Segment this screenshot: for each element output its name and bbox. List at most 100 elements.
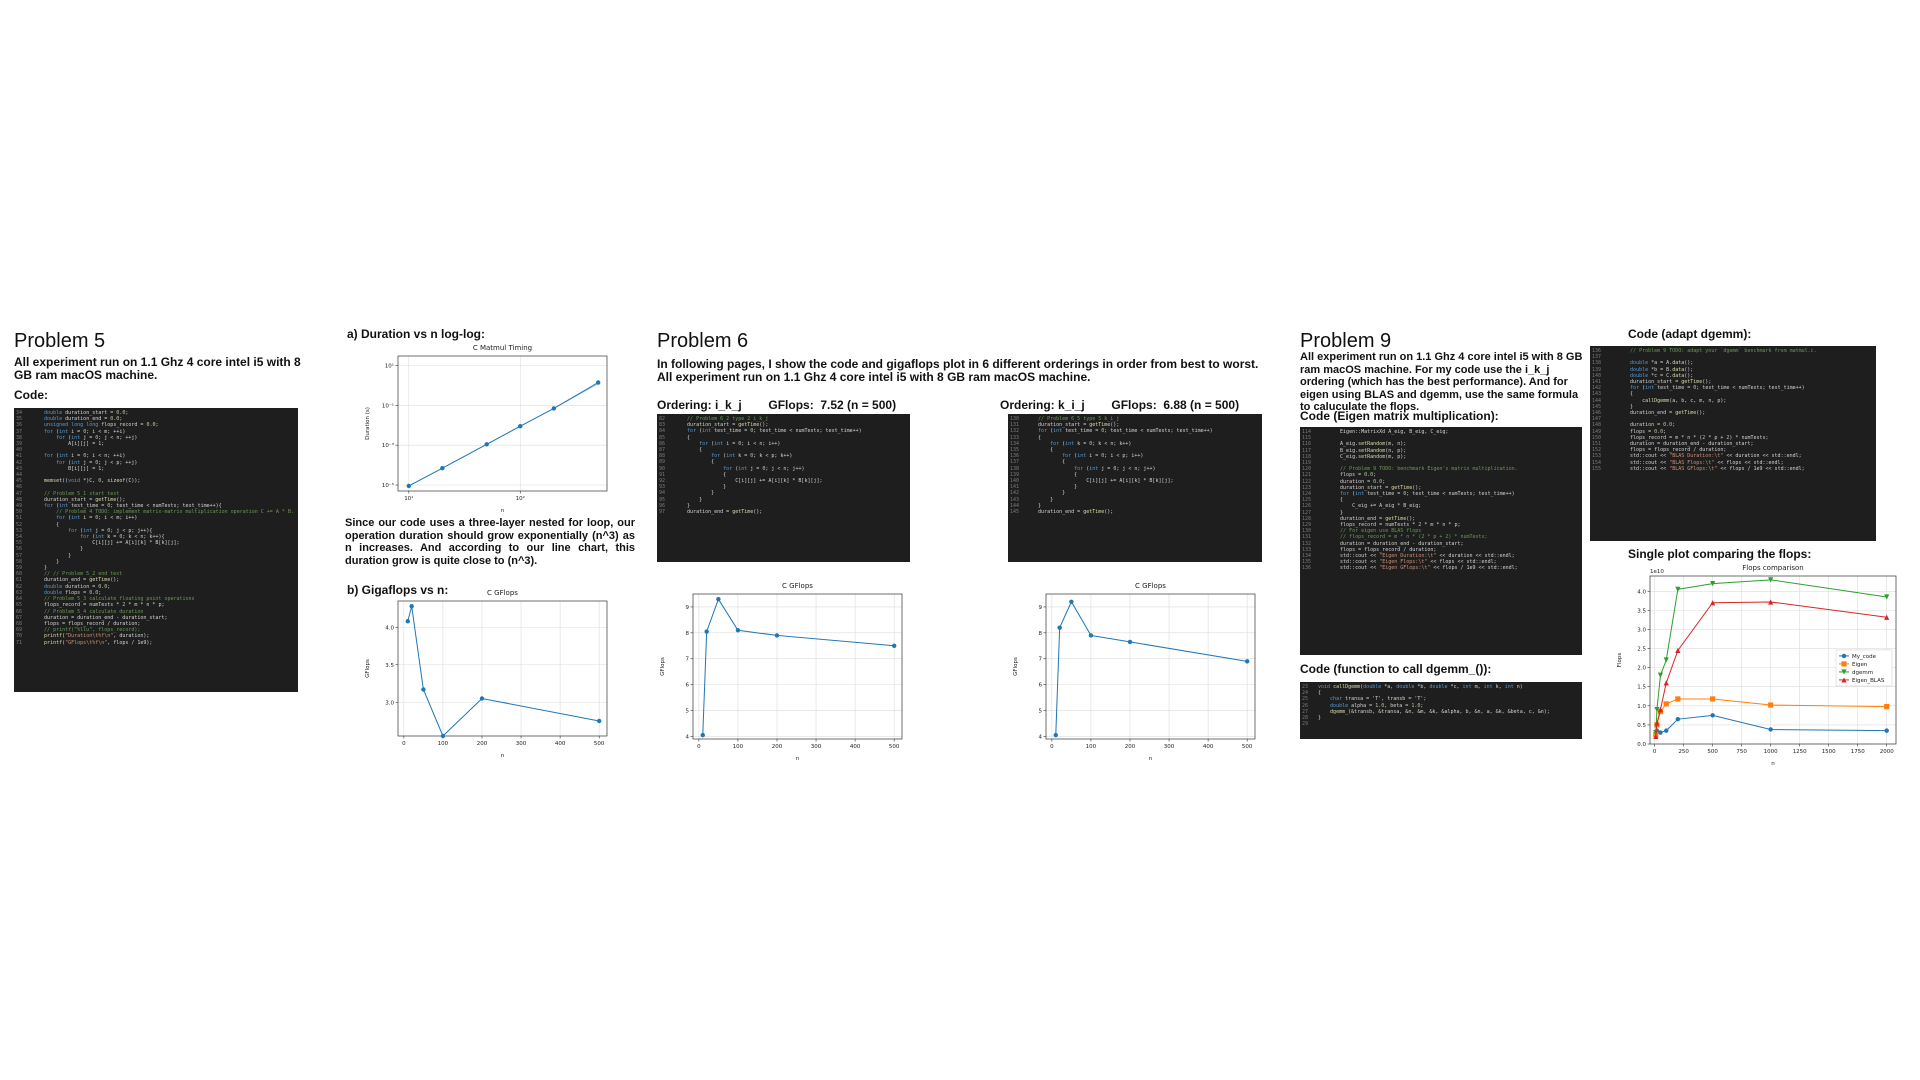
line-number: 63 — [16, 589, 23, 596]
code-line: 24 { — [1302, 690, 1580, 696]
code-line: 136 for (int i = 0; i < p; i++) — [1010, 453, 1260, 459]
code-text: unsigned long long flops_record = 0.0; — [44, 422, 159, 429]
code-text: { — [1618, 391, 1634, 398]
x-tick-label: 400 — [850, 744, 861, 750]
series-line — [1055, 600, 1248, 736]
code-line: 66 // Problem 5_4 calculate duration — [16, 609, 296, 615]
problem9-title: Problem 9 — [1300, 330, 1392, 352]
code-line: 29 — [1302, 721, 1580, 727]
code-line: 93 } — [659, 484, 908, 490]
plot-frame — [692, 593, 903, 740]
problem5-code-label: Code: — [14, 388, 48, 402]
series-eigen-blas — [1653, 599, 1890, 739]
line-number: 127 — [1302, 509, 1312, 516]
chart-svg: C GFlops 0 100 200 300 400 500 4 5 6 7 8 9 n GFlops — [660, 582, 903, 762]
line-number: 125 — [1302, 497, 1312, 504]
data-point — [1664, 728, 1669, 733]
code-text: { — [1328, 497, 1344, 504]
code-line: 118 C_eig.setRandom(m, p); — [1302, 454, 1580, 460]
code-line: 42 for (int j = 0; j < p; ++j) — [16, 460, 296, 466]
code-line: 153 std::cout << "BLAS Duration:\t" << d… — [1592, 453, 1874, 459]
line-number: 96 — [659, 502, 666, 509]
line-number: 52 — [16, 521, 23, 528]
y-axis-label: GFlops — [660, 657, 666, 676]
line-number: 137 — [1592, 354, 1602, 361]
line-number: 87 — [659, 447, 666, 454]
code-line: 130 // For eigen use BLAS flops — [1302, 528, 1580, 534]
code-line: 34 double duration_start = 0.0; — [16, 410, 296, 416]
line-number: 134 — [1010, 440, 1020, 447]
y-tick-label: 4 — [1039, 734, 1043, 740]
x-axis-label: n — [501, 753, 505, 759]
code-line: 123 duration_start = getTime(); — [1302, 485, 1580, 491]
data-point — [1884, 594, 1890, 600]
x-tick-label: 300 — [1164, 744, 1175, 750]
x-tick-label: 10¹ — [404, 495, 413, 502]
line-number: 39 — [16, 441, 23, 448]
code-text: // For eigen use BLAS flops — [1328, 528, 1422, 535]
code-line: 115 — [1302, 435, 1580, 441]
y-tick-label: 3.0 — [385, 700, 394, 706]
data-point — [440, 733, 446, 739]
line-number: 66 — [16, 608, 23, 615]
dgemm-function-code-block: 23 void callDgemm(double *a, double *b, d… — [1300, 682, 1582, 739]
code-text: duration = duration_end - duration_start… — [1328, 540, 1464, 547]
code-text: { — [1318, 690, 1322, 697]
code-text: { — [1026, 447, 1054, 454]
data-point — [1884, 728, 1889, 733]
code-line: 40 — [16, 447, 296, 453]
code-line: 143 { — [1592, 391, 1874, 397]
data-point — [421, 687, 426, 692]
duration-chart-label: a) Duration vs n log-log: — [347, 327, 485, 341]
code-line: 143 } — [1010, 497, 1260, 503]
line-number: 45 — [16, 478, 23, 485]
chart-svg: C GFlops 0 100 200 300 400 500 3.0 3.5 4.0 n GFlops — [365, 589, 608, 759]
line-number: 145 — [1010, 509, 1020, 516]
code-line: 133 { — [1010, 435, 1260, 441]
code-line: 131 // flops_record = m * n * (2 * p + 2… — [1302, 534, 1580, 540]
data-point — [484, 442, 489, 447]
data-point — [1675, 586, 1681, 592]
code-line: 53 for (int j = 0; j < p; j++){ — [16, 528, 296, 534]
y-axis-label: Flops — [1617, 653, 1623, 668]
line-number: 141 — [1010, 484, 1020, 491]
code-text: double *c = C.data(); — [1630, 372, 1694, 379]
code-text: C[i][j] += A[i][k] * B[k][j]; — [675, 478, 823, 485]
code-text: } — [675, 502, 691, 509]
x-tick-label: 200 — [1125, 744, 1136, 750]
line-number: 53 — [16, 527, 23, 534]
adapt-dgemm-code-block: 136 // Problem 9 TODO: adapt your `dgemm… — [1590, 346, 1876, 541]
eigen-code-block: 114 Eigen::MatrixXd A_eig, B_eig, C_eig;… — [1300, 427, 1582, 655]
line-number: 25 — [1302, 696, 1309, 703]
series-main — [405, 604, 602, 739]
data-point — [409, 604, 414, 609]
ordering-kij-label: Ordering: k_i_j GFlops: 6.88 (n = 500) — [1000, 398, 1240, 412]
data-point — [1069, 599, 1074, 604]
x-tick-label: 400 — [1203, 744, 1214, 750]
y-axis-label: GFlops — [1013, 657, 1019, 676]
code-text: duration_end = getTime(); — [1328, 515, 1416, 522]
line-number: 136 — [1592, 348, 1602, 354]
code-text: flops = flops_record / duration; — [32, 620, 141, 627]
code-line: 149 flops = 0.0; — [1592, 429, 1874, 435]
x-axis-label: n — [1771, 761, 1775, 767]
series-line — [1655, 601, 1887, 737]
code-line: 152 flops = flops_record / duration; — [1592, 447, 1874, 453]
code-line: 121 flops = 0.0; — [1302, 472, 1580, 478]
code-line: 136 // Problem 9 TODO: adapt your `dgemm… — [1592, 348, 1874, 354]
x-tick-label: 2000 — [1880, 749, 1894, 755]
series-line — [702, 598, 895, 736]
code-line: 39 A[i][j] = 1; — [16, 441, 296, 447]
data-point — [735, 628, 741, 633]
code-line: 36 unsigned long long flops_record = 0.0… — [16, 422, 296, 428]
line-number: 130 — [1302, 528, 1312, 535]
code-line: 140 double *c = C.data(); — [1592, 373, 1874, 379]
code-line: 87 { — [659, 447, 908, 453]
line-number: 116 — [1302, 441, 1312, 448]
code-line: 65 flops_record = numTests * 2 * m * n *… — [16, 602, 296, 608]
code-text: duration_end = getTime(); — [32, 577, 120, 584]
code-text: } — [675, 496, 703, 503]
code-text: for (int j = 0; j < p; j++){ — [68, 527, 153, 534]
code-text: flops = 0.0; — [1618, 428, 1667, 435]
code-line: 50 // Problem 4 TODO: implement matrix-m… — [16, 509, 296, 515]
